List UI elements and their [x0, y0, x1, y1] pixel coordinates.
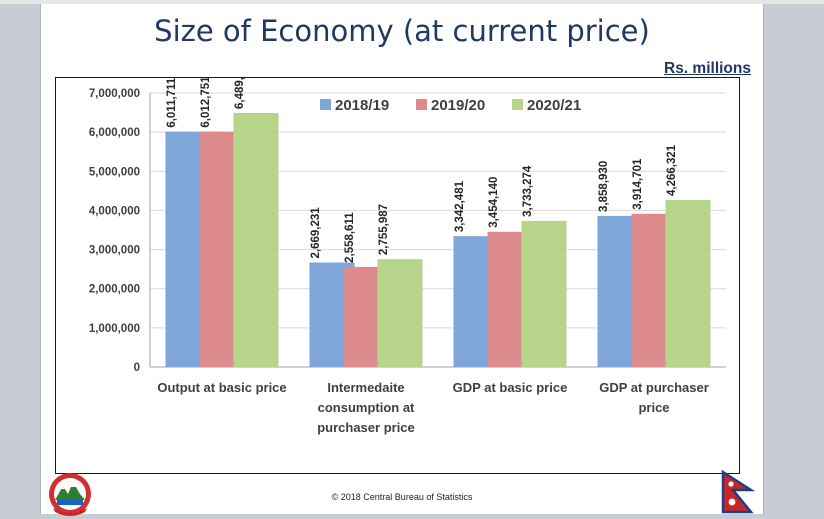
- x-category-label: GDP at basic price: [453, 380, 568, 395]
- y-tick-label: 5,000,000: [89, 166, 140, 178]
- units-label: Rs. millions: [664, 60, 751, 77]
- data-label: 4,266,321: [666, 144, 678, 196]
- data-label: 3,914,701: [632, 158, 644, 210]
- x-category-label: GDP at purchaser: [599, 380, 709, 395]
- data-label: 2,558,611: [344, 212, 356, 263]
- legend-label: 2019/20: [431, 97, 485, 114]
- legend-label: 2020/21: [527, 97, 581, 114]
- data-label: 3,454,140: [488, 177, 500, 228]
- legend-label: 2018/19: [335, 97, 389, 114]
- copyright-footer: © 2018 Central Bureau of Statistics: [331, 492, 473, 502]
- chart-area: 0 1,000,000 2,000,000 3,000,000 4,000,000 5,0…: [55, 77, 740, 474]
- y-tick-label: 2,000,000: [89, 284, 140, 296]
- x-category-label: Intermedaite: [327, 380, 404, 395]
- bar-chart: 0 1,000,000 2,000,000 3,000,000 4,000,000 5,0…: [89, 78, 726, 435]
- y-tick-label: 4,000,000: [89, 205, 140, 217]
- bar: [665, 200, 711, 367]
- nepal-emblem-logo: [49, 473, 91, 516]
- bar: [377, 259, 423, 367]
- data-label: 3,858,930: [598, 161, 610, 212]
- nepal-flag-icon: [721, 470, 755, 514]
- legend-swatch: [416, 99, 427, 110]
- x-category-label: purchaser price: [317, 420, 415, 435]
- slide-title: Size of Economy (at current price): [154, 14, 650, 48]
- y-tick-label: 3,000,000: [89, 245, 140, 257]
- y-tick-label: 1,000,000: [89, 323, 140, 335]
- x-category-label: price: [638, 400, 669, 415]
- legend-swatch: [320, 99, 331, 110]
- data-label: 3,342,481: [454, 180, 466, 232]
- bar: [521, 220, 567, 367]
- y-tick-label: 7,000,000: [89, 88, 140, 100]
- data-label: 3,733,274: [522, 165, 534, 217]
- x-category-label: consumption at: [318, 400, 415, 415]
- data-label: 6,011,711: [166, 78, 178, 128]
- slide: Size of Economy (at current price) Rs. m…: [40, 4, 764, 516]
- data-label: 6,489,261: [234, 78, 246, 109]
- x-category-label: Output at basic price: [157, 380, 286, 395]
- data-label: 2,755,987: [378, 204, 390, 255]
- window-top-bar: [0, 0, 824, 4]
- data-label: 6,012,751: [200, 78, 212, 128]
- bar: [233, 112, 279, 367]
- legend-swatch: [512, 99, 523, 110]
- y-tick-label: 0: [134, 362, 140, 374]
- y-tick-label: 6,000,000: [89, 127, 140, 139]
- data-label: 2,669,231: [310, 207, 322, 259]
